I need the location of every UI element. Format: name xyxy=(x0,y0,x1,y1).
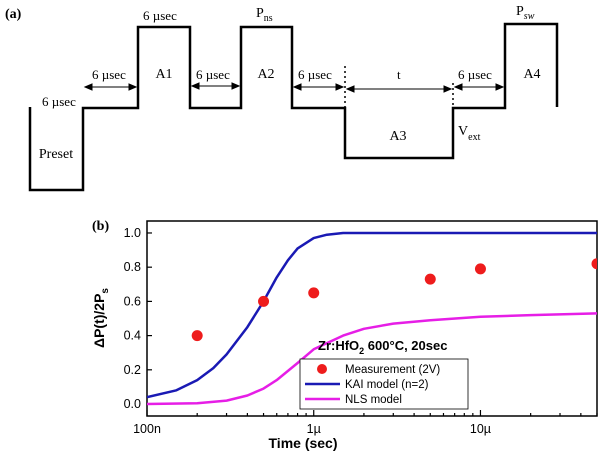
pulse-label-a2: A2 xyxy=(257,67,274,82)
psw-label: Psw xyxy=(516,4,535,22)
measurement-point xyxy=(191,330,203,342)
y-tick-label: 0.8 xyxy=(124,260,141,274)
chart-legend: Measurement (2V) KAI model (n=2) NLS mod… xyxy=(299,358,469,410)
pulse-label-a3: A3 xyxy=(389,129,406,144)
measurement-point xyxy=(308,287,320,299)
x-tick-label: 100n xyxy=(133,422,161,436)
duration-label-preset: 6 µsec xyxy=(42,94,76,109)
x-axis: 100n 1µ 10µ xyxy=(133,410,598,436)
pulse-waveform xyxy=(28,22,559,192)
measurement-point xyxy=(474,263,486,275)
measurement-point xyxy=(591,258,597,270)
y-tick-label: 0.0 xyxy=(124,397,141,411)
sample-annotation: Zr:HfO2 600°C, 20sec xyxy=(318,338,447,356)
vext-label: Vext xyxy=(458,124,481,143)
panel-a-label: (a) xyxy=(5,7,22,22)
measurement-point xyxy=(258,295,270,307)
x-axis-title: Time (sec) xyxy=(269,435,338,451)
pulse-label-preset: Preset xyxy=(39,147,73,162)
duration-label-t: t xyxy=(397,67,401,82)
pulse-label-a1: A1 xyxy=(155,67,172,82)
duration-label-gap2: 6 µsec xyxy=(196,67,230,82)
legend-label-nls: NLS model xyxy=(345,394,402,406)
duration-label-gap3: 6 µsec xyxy=(298,67,332,82)
duration-arrows xyxy=(83,82,505,93)
measurement-point xyxy=(424,273,436,285)
panel-b-label: (b) xyxy=(92,219,109,234)
y-tick-label: 0.6 xyxy=(124,294,141,308)
legend-marker-measurement xyxy=(317,364,327,374)
legend-label-kai: KAI model (n=2) xyxy=(345,379,429,391)
y-tick-label: 1.0 xyxy=(124,226,141,240)
series-layer xyxy=(147,231,597,406)
y-axis-title: ΔP(t)/2Ps xyxy=(91,288,111,348)
legend-label-measurement: Measurement (2V) xyxy=(345,364,440,376)
duration-label-gap1: 6 µsec xyxy=(92,67,126,82)
kai-model-n-2--curve xyxy=(147,231,597,399)
y-axis: 0.0 0.2 0.4 0.6 0.8 1.0 xyxy=(124,226,152,411)
pulse-label-a4: A4 xyxy=(523,67,540,82)
y-tick-label: 0.2 xyxy=(124,363,141,377)
nls-model-curve xyxy=(147,312,597,406)
pulse-sequence-diagram: (a) 6 µsec 6 µsec 6 µsec 6 µsec 6 µsec t… xyxy=(5,4,559,192)
plot-frame xyxy=(146,220,598,417)
pns-label: Pns xyxy=(256,6,273,24)
duration-label-a1: 6 µsec xyxy=(143,8,177,23)
duration-label-gap4: 6 µsec xyxy=(458,67,492,82)
x-tick-label: 10µ xyxy=(470,422,491,436)
y-tick-label: 0.4 xyxy=(124,329,141,343)
x-tick-label: 1µ xyxy=(307,422,321,436)
